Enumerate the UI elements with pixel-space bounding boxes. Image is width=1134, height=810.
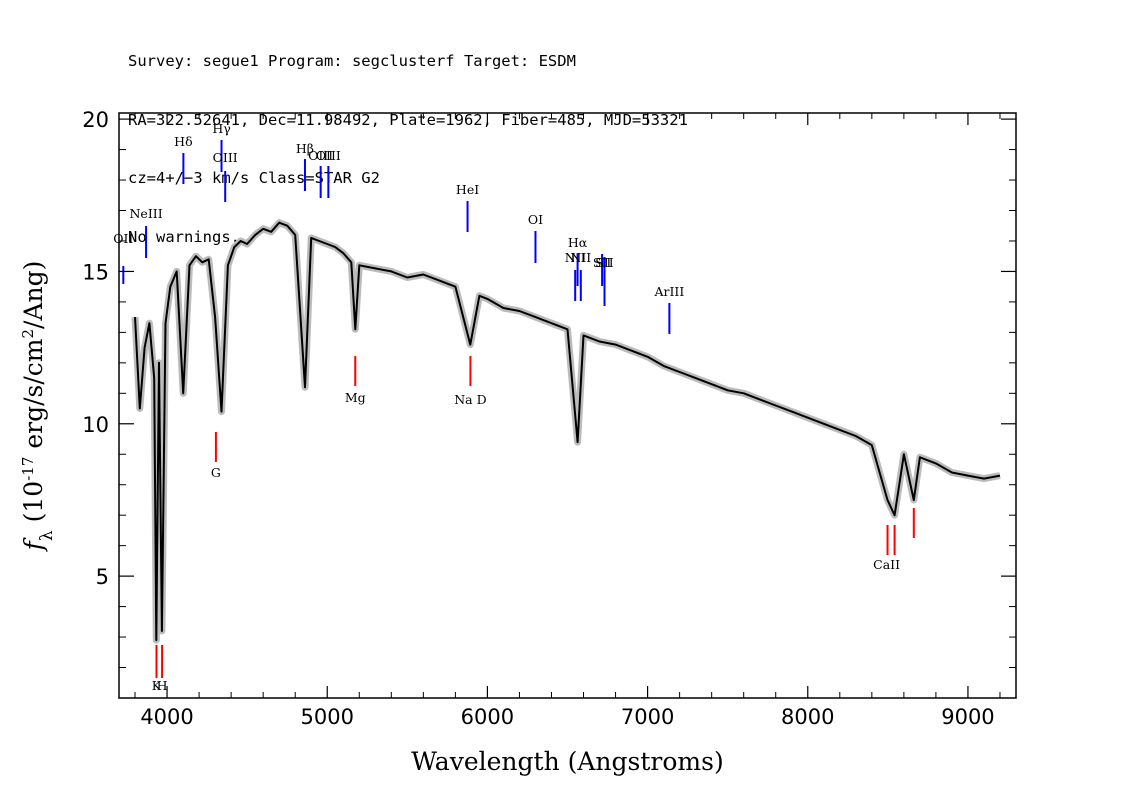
emission-line-label: Hα — [568, 235, 588, 250]
emission-line-label: OII — [113, 231, 133, 246]
x-tick-label: 4000 — [140, 705, 193, 729]
x-axis-title: Wavelength (Angstroms) — [411, 747, 723, 776]
emission-line-label: OIII — [213, 150, 238, 165]
absorption-line-label: Mg — [345, 390, 366, 405]
y-tick-label: 5 — [96, 565, 109, 589]
emission-line-label: HeI — [456, 182, 479, 197]
x-tick-label: 5000 — [301, 705, 354, 729]
header-line-coordinates: RA=322.52641, Dec=11.98492, Plate=1962, … — [128, 110, 688, 129]
spectrum-layer — [134, 221, 1001, 642]
spectrum-line — [134, 221, 1001, 642]
x-tick-label: 7000 — [621, 705, 674, 729]
emission-line-label: OIII — [316, 148, 341, 163]
x-tick-label: 9000 — [941, 705, 994, 729]
absorption-line-label: Na D — [454, 392, 486, 407]
emission-line-label: Hδ — [174, 134, 192, 149]
emission-line-label: NII — [570, 250, 591, 265]
absorption-line-label: H — [157, 678, 168, 693]
emission-line-label: NeIII — [129, 206, 162, 221]
absorption-line-label: K — [152, 678, 162, 693]
y-axis-title: fλ (10-17 erg/s/cm2/Ang) — [19, 261, 57, 553]
emission-line-label: ArIII — [653, 284, 684, 299]
y-tick-label: 20 — [82, 108, 109, 132]
y-tick-label: 10 — [82, 413, 109, 437]
emission-line-label: Hβ — [296, 141, 314, 156]
emission-line-label: SII — [595, 255, 614, 270]
emission-line-label: OIII — [308, 148, 333, 163]
absorption-line-label: CaII — [873, 557, 900, 572]
error-band — [131, 219, 1001, 644]
emission-line-label: SII — [593, 255, 612, 270]
emission-line-label: Hγ — [212, 121, 230, 136]
y-tick-label: 15 — [82, 260, 109, 284]
x-tick-label: 6000 — [461, 705, 514, 729]
absorption-line-label: G — [211, 465, 221, 480]
x-tick-label: 8000 — [781, 705, 834, 729]
plot-frame — [118, 112, 1017, 699]
header-line-warnings: No warnings. — [128, 227, 240, 246]
emission-line-label: NII — [565, 250, 586, 265]
header-line-survey: Survey: segue1 Program: segclusterf Targ… — [128, 52, 576, 70]
emission-line-label: OI — [528, 212, 543, 227]
axes-layer: 4000 5000 6000 7000 8000 9000 5 10 15 20 — [82, 108, 1016, 729]
error-band-layer — [131, 219, 1001, 644]
